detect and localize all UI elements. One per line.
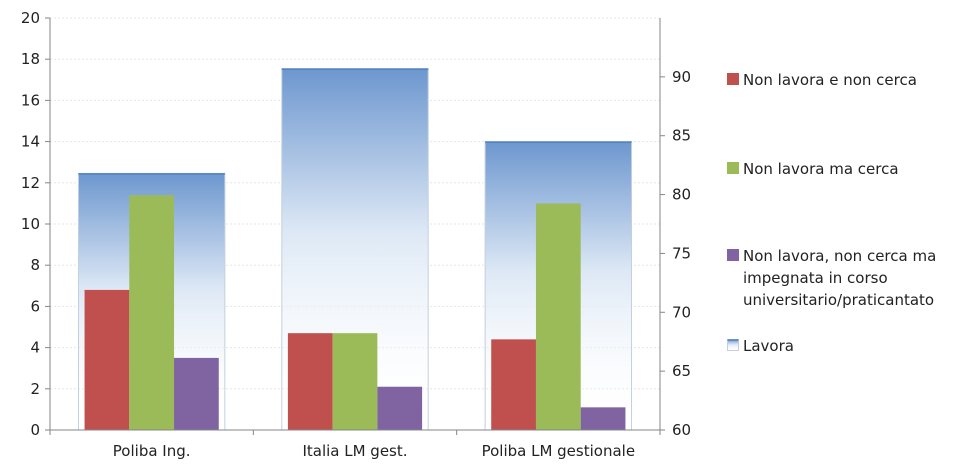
y-right-tick-label: 85 xyxy=(672,127,691,145)
y-left-tick-label: 20 xyxy=(21,9,40,27)
bar xyxy=(174,357,219,430)
legend-swatch xyxy=(727,249,739,261)
x-category-label: Italia LM gest. xyxy=(302,442,407,460)
legend-label: Non lavora ma cerca xyxy=(743,160,899,178)
series-2 xyxy=(174,357,626,430)
y-right-tick-label: 75 xyxy=(672,244,691,262)
y-left-tick-label: 8 xyxy=(30,256,40,274)
y-right-tick-label: 60 xyxy=(672,421,691,439)
legend-label: Non lavora e non cerca xyxy=(743,71,917,89)
x-category-label: Poliba LM gestionale xyxy=(482,442,635,460)
legend-label: universitario/praticantato xyxy=(743,291,934,309)
legend: Non lavora e non cerca Non lavora ma cerc… xyxy=(727,71,936,355)
bar xyxy=(287,333,333,430)
y-left-tick-label: 10 xyxy=(21,215,40,233)
x-ticks: Poliba Ing. Italia LM gest. Poliba LM gest… xyxy=(49,430,661,460)
bar xyxy=(535,203,581,430)
y-left-tick-label: 4 xyxy=(30,339,40,357)
x-category-label: Poliba Ing. xyxy=(113,442,191,460)
y-right-tick-label: 65 xyxy=(672,362,691,380)
y-left-tick-label: 16 xyxy=(21,91,40,109)
legend-swatch xyxy=(727,73,739,85)
bar xyxy=(377,386,423,430)
y-right-ticks: 60 65 70 75 80 85 90 xyxy=(660,68,691,439)
legend-label: impegnata in corso xyxy=(743,269,888,287)
y-right-tick-label: 70 xyxy=(672,303,691,321)
legend-item: Non lavora ma cerca xyxy=(727,160,899,178)
legend-item: Non lavora e non cerca xyxy=(727,71,917,89)
legend-label: Non lavora, non cerca ma xyxy=(743,247,936,265)
y-right-tick-label: 80 xyxy=(672,186,691,204)
bar xyxy=(129,195,175,430)
y-right-tick-label: 90 xyxy=(672,68,691,86)
y-left-tick-label: 18 xyxy=(21,50,40,68)
legend-swatch xyxy=(727,162,739,174)
y-left-tick-label: 2 xyxy=(30,380,40,398)
y-left-tick-label: 14 xyxy=(21,133,40,151)
y-left-tick-label: 6 xyxy=(30,297,40,315)
series-1 xyxy=(129,195,581,430)
legend-item: Non lavora, non cerca ma impegnata in cor… xyxy=(727,247,936,309)
series-0 xyxy=(84,289,536,430)
legend-item: Lavora xyxy=(727,337,794,355)
legend-swatch xyxy=(727,339,739,351)
bar xyxy=(491,339,536,430)
bar xyxy=(580,407,626,430)
bar xyxy=(332,333,378,430)
legend-label: Lavora xyxy=(743,337,794,355)
y-left-tick-label: 0 xyxy=(30,421,40,439)
y-left-ticks: 0 2 4 6 8 10 12 14 16 18 20 xyxy=(21,9,50,439)
y-left-tick-label: 12 xyxy=(21,174,40,192)
bar xyxy=(84,289,130,430)
